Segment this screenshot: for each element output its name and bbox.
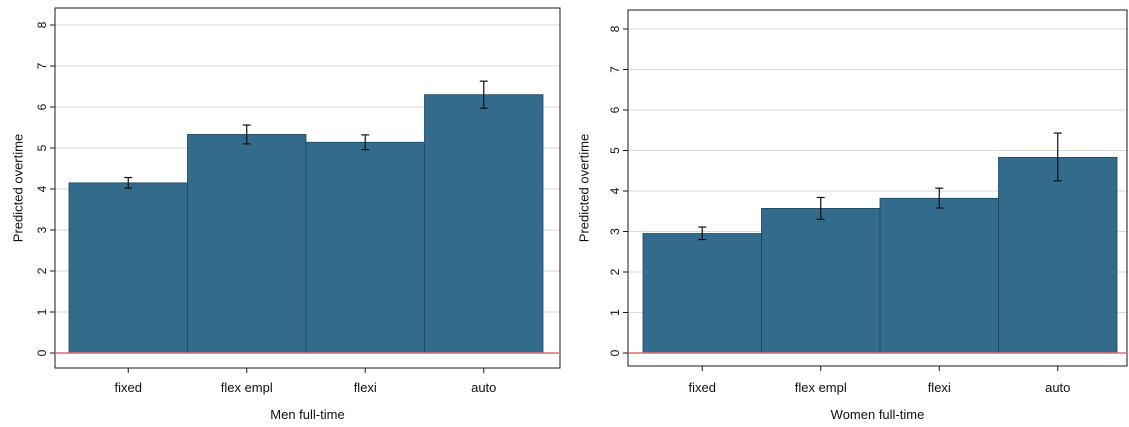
bar [642,233,762,354]
y-axis-label: Predicted overtime [576,134,591,242]
y-tick-label: 5 [35,144,49,151]
x-tick-label: flex empl [221,380,273,395]
bar [998,156,1118,354]
axes [623,9,1128,371]
y-tick-label: 0 [35,349,49,356]
bar [879,197,999,354]
y-tick-label: 2 [608,268,622,275]
bar [187,134,307,354]
chart-women-svg: 0 1 2 3 4 5 6 7 8 fixed flex empl flexi auto Women … [576,9,1128,422]
error-bar [816,196,825,220]
y-tick-label: 3 [608,228,622,235]
error-bar [479,80,488,109]
error-bar [1053,132,1062,182]
x-tick-label: auto [1045,380,1070,395]
y-tick-label: 2 [35,267,49,274]
x-axis-label: Women full-time [831,407,925,422]
bar [424,94,544,354]
x-tick-labels: fixed flex empl flexi auto [689,380,1071,395]
y-tick-label: 5 [608,147,622,154]
y-tick-label: 7 [35,62,49,69]
plot-frame [54,7,561,369]
y-tick-label: 7 [608,66,622,73]
error-bar [361,134,370,151]
y-tick-label: 4 [608,187,622,194]
chart-men-full-time: 0 1 2 3 4 5 6 7 8 fixed flex empl flexi auto Men fu… [0,0,564,422]
y-tick-label: 4 [35,185,49,192]
error-bar [935,187,944,209]
x-tick-label: auto [471,380,496,395]
error-bar [242,124,251,145]
x-axis-label: Men full-time [270,407,344,422]
error-bar [698,226,707,241]
y-tick-label: 0 [608,349,622,356]
bar [761,208,881,354]
y-tick-label: 1 [608,309,622,316]
y-tick-label: 6 [35,103,49,110]
x-tick-label: fixed [115,380,142,395]
x-tick-labels: fixed flex empl flexi auto [115,380,497,395]
bars [642,156,1118,354]
y-tick-label: 1 [35,308,49,315]
y-tick-label: 8 [608,25,622,32]
chart-men-svg: 0 1 2 3 4 5 6 7 8 fixed flex empl flexi auto Men fu… [10,7,561,422]
error-bar [124,176,133,189]
y-tick-label: 6 [608,106,622,113]
chart-women-full-time: 0 1 2 3 4 5 6 7 8 fixed flex empl flexi auto Women … [565,0,1129,422]
y-tick-label: 3 [35,226,49,233]
x-tick-label: flexi [354,380,377,395]
y-tick-labels: 0 1 2 3 4 5 6 7 8 [35,21,49,356]
plot-frame [627,9,1128,367]
y-axis-label: Predicted overtime [10,134,25,242]
x-tick-label: fixed [689,380,716,395]
error-bars [698,132,1062,241]
y-tick-label: 8 [35,21,49,28]
bars [68,94,544,354]
y-tick-labels: 0 1 2 3 4 5 6 7 8 [608,25,622,356]
error-bars [124,80,488,189]
x-tick-label: flexi [928,380,951,395]
bar [68,182,188,354]
x-tick-label: flex empl [795,380,847,395]
bar [305,141,425,354]
axes [50,7,561,373]
